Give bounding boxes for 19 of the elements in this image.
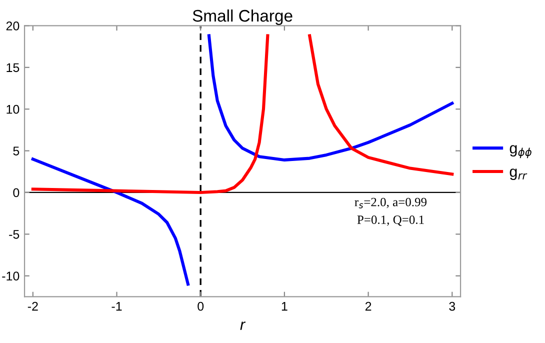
y-tick-label: 10 — [6, 104, 20, 114]
y-tick-label: 15 — [6, 63, 20, 72]
legend-label: g$_{ϕϕ}$ — [510, 145, 532, 158]
y-tick-label: -10 — [2, 272, 20, 281]
annotation: P=0.1, Q=0.1 — [357, 216, 424, 226]
x-tick-label: -1 — [112, 302, 122, 311]
x-tick-label: 1 — [282, 302, 288, 311]
y-tick-label: 5 — [13, 146, 20, 156]
chart-title: Small Charge — [192, 9, 292, 26]
x-axis-title: r — [240, 322, 246, 330]
y-tick-label: -5 — [9, 230, 20, 239]
x-tick-label: -2 — [28, 302, 38, 311]
annotation: r$_{s}$=2.0, a=0.99 — [354, 198, 427, 208]
x-tick-label: 2 — [365, 302, 372, 311]
y-tick-label: 20 — [6, 22, 20, 30]
x-tick-label: 3 — [449, 302, 456, 311]
x-tick-label: 0 — [198, 302, 204, 311]
y-tick-label: 0 — [13, 188, 20, 198]
legend-label: g$_{rr}$ — [510, 168, 528, 180]
